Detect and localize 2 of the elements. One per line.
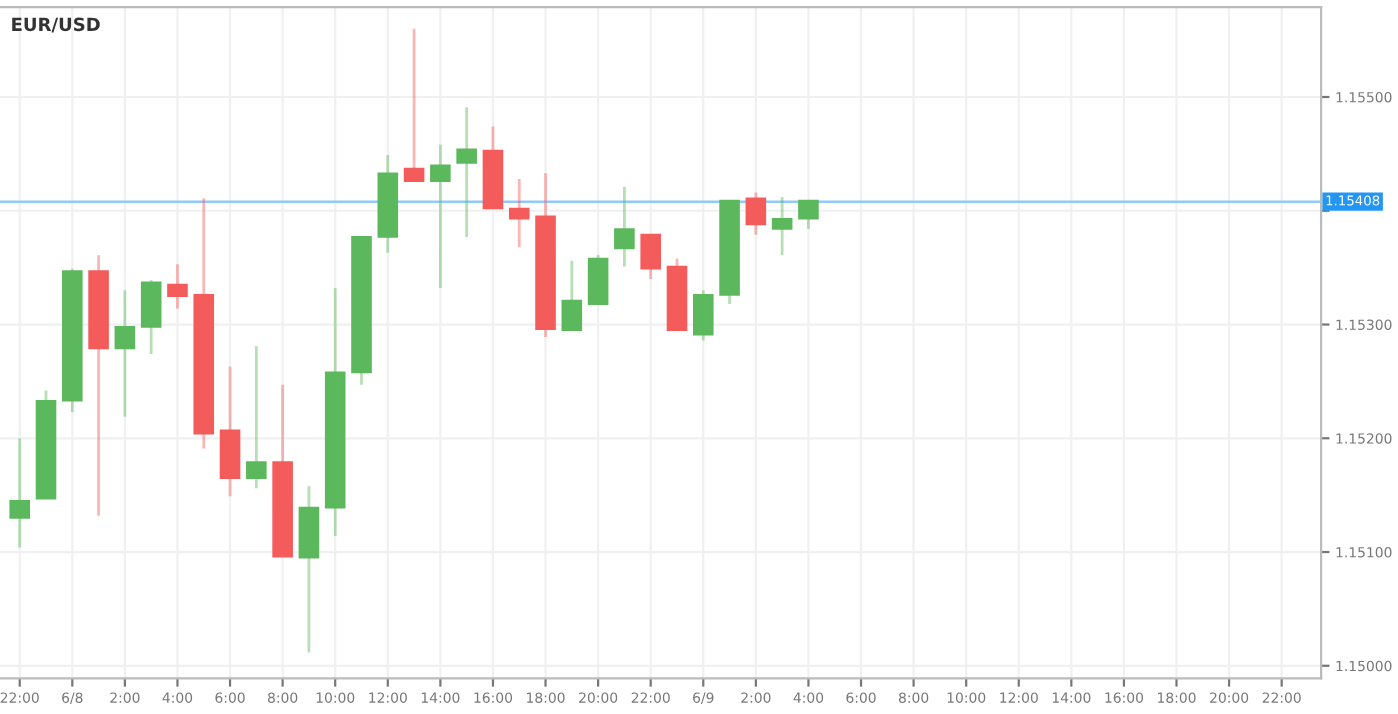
- chart-title: EUR/USD: [12, 17, 100, 33]
- candlestick: [587, 253, 609, 306]
